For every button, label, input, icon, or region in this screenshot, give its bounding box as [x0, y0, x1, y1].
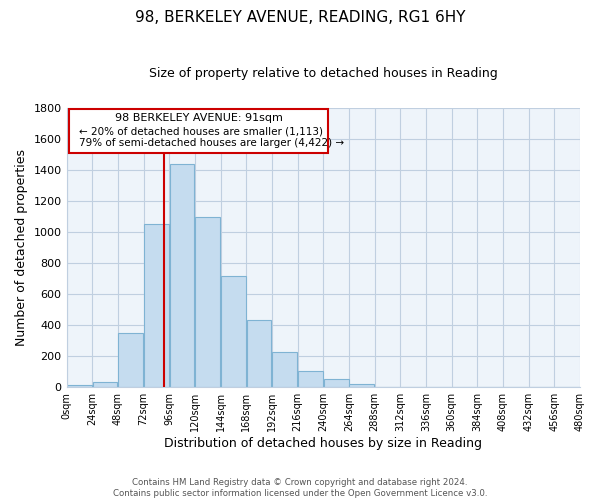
Bar [170, 164, 194, 388]
Text: 98 BERKELEY AVENUE: 91sqm: 98 BERKELEY AVENUE: 91sqm [115, 114, 283, 124]
Text: 79% of semi-detached houses are larger (4,422) →: 79% of semi-detached houses are larger (… [79, 138, 344, 148]
Bar [118, 333, 143, 388]
Bar [144, 224, 169, 388]
Bar [375, 386, 400, 388]
Bar [323, 379, 349, 388]
Bar [349, 384, 374, 388]
Bar [196, 218, 220, 388]
Y-axis label: Number of detached properties: Number of detached properties [15, 149, 28, 346]
Bar [67, 385, 92, 388]
FancyBboxPatch shape [69, 108, 328, 152]
Text: ← 20% of detached houses are smaller (1,113): ← 20% of detached houses are smaller (1,… [79, 126, 323, 136]
Bar [298, 371, 323, 388]
Text: Contains HM Land Registry data © Crown copyright and database right 2024.
Contai: Contains HM Land Registry data © Crown c… [113, 478, 487, 498]
Bar [272, 352, 297, 388]
Bar [247, 320, 271, 388]
X-axis label: Distribution of detached houses by size in Reading: Distribution of detached houses by size … [164, 437, 482, 450]
Title: Size of property relative to detached houses in Reading: Size of property relative to detached ho… [149, 68, 497, 80]
Bar [92, 382, 118, 388]
Bar [221, 276, 246, 388]
Text: 98, BERKELEY AVENUE, READING, RG1 6HY: 98, BERKELEY AVENUE, READING, RG1 6HY [135, 10, 465, 25]
